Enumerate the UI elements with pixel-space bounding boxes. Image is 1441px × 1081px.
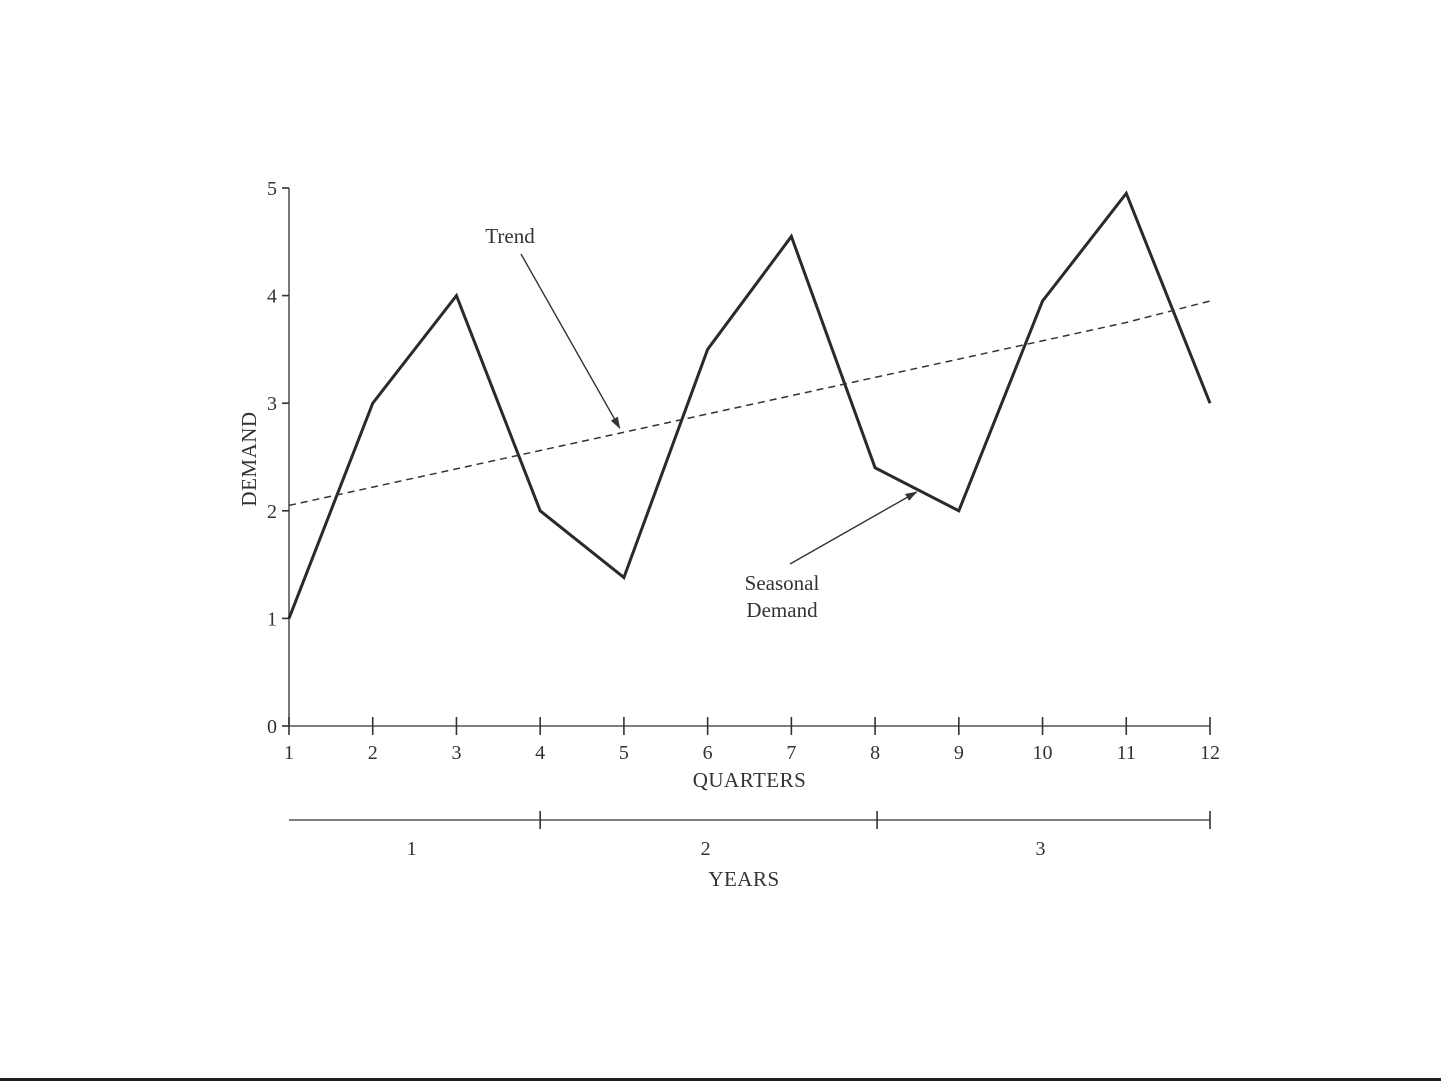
seasonal-demand-annotation-label: Seasonal Demand xyxy=(745,571,820,622)
trend-annotation-arrow xyxy=(520,253,621,430)
x-tick-label: 5 xyxy=(619,742,629,764)
trend-line xyxy=(288,300,1211,507)
chart-annotations: Trend Seasonal Demand xyxy=(485,224,918,622)
x-tick-label: 6 xyxy=(703,742,713,764)
x-axis-title: QUARTERS xyxy=(693,768,807,792)
seasonal-demand-annotation-line: Demand xyxy=(746,598,818,622)
x-tick-label: 1 xyxy=(284,742,294,764)
seasonal-demand-annotation-line: Seasonal xyxy=(745,571,820,595)
y-tick-label: 2 xyxy=(267,501,277,523)
x-tick-label: 10 xyxy=(1033,742,1053,764)
x-tick-label: 8 xyxy=(870,742,880,764)
seasonal-demand-annotation-arrow xyxy=(789,491,918,565)
y-tick-label: 0 xyxy=(267,716,277,738)
x-tick-label: 7 xyxy=(786,742,796,764)
chart-series xyxy=(287,190,1212,619)
year-label: 3 xyxy=(1036,838,1046,860)
x-tick-label: 11 xyxy=(1117,742,1136,764)
y-tick-label: 3 xyxy=(267,393,277,415)
trend-annotation-label: Trend xyxy=(485,224,535,248)
y-axis-title: DEMAND xyxy=(237,411,261,506)
years-axis: 1 2 3 YEARS xyxy=(289,811,1211,891)
years-axis-title: YEARS xyxy=(708,867,779,891)
y-tick-label: 4 xyxy=(267,286,277,308)
year-label: 2 xyxy=(701,838,711,860)
x-tick-label: 2 xyxy=(368,742,378,764)
x-tick-label: 4 xyxy=(535,742,545,764)
bottom-border xyxy=(0,1078,1441,1081)
x-tick-label: 12 xyxy=(1200,742,1220,764)
year-label: 1 xyxy=(407,838,417,860)
y-tick-label: 5 xyxy=(267,178,277,200)
seasonal-demand-line xyxy=(287,190,1212,619)
x-tick-label: 3 xyxy=(451,742,461,764)
x-tick-label: 9 xyxy=(954,742,964,764)
y-tick-label: 1 xyxy=(267,608,277,630)
